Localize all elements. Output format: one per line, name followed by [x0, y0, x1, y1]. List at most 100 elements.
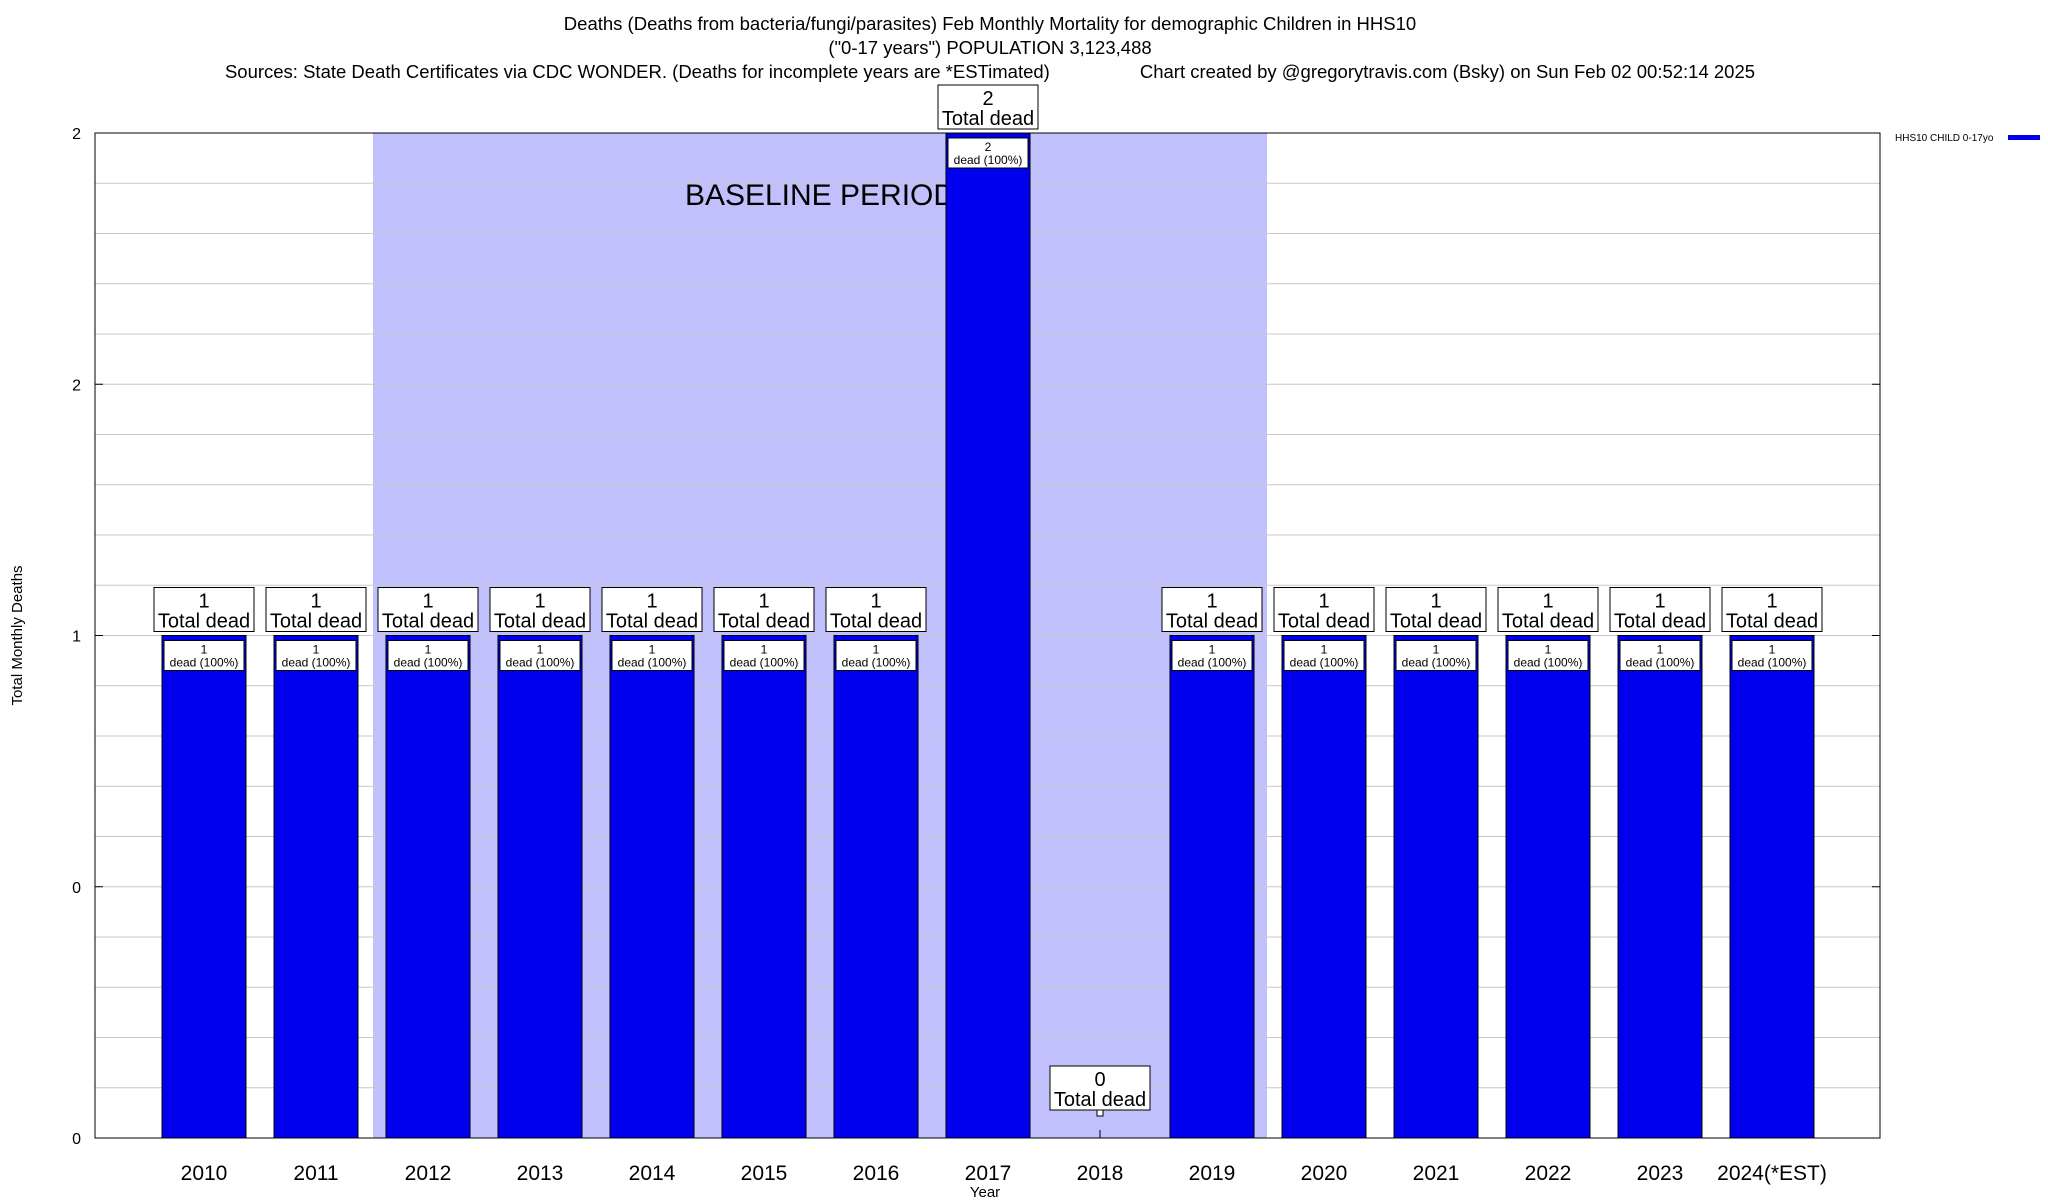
bar-inner-label-box	[1171, 640, 1253, 671]
bar	[497, 635, 583, 1139]
bar	[1617, 635, 1703, 1139]
bar-total-label: Total dead	[1502, 611, 1594, 633]
legend-label: HHS10 CHILD 0-17yo	[1895, 133, 1994, 144]
bar	[945, 132, 1031, 1139]
x-tick-label: 2019	[1189, 1162, 1236, 1185]
bar-inner-pct: dead (100%)	[1290, 656, 1359, 670]
bar-inner-value: 1	[425, 643, 432, 657]
bar-inner-label-box	[1283, 640, 1365, 671]
bar-inner-pct: dead (100%)	[170, 656, 239, 670]
bar	[1281, 635, 1367, 1139]
x-tick-label: 2012	[405, 1162, 452, 1185]
bar-inner-pct: dead (100%)	[1738, 656, 1807, 670]
bar-total-label-box	[1273, 587, 1375, 632]
x-tick-label: 2011	[293, 1162, 338, 1185]
bar-total-label-box	[1721, 587, 1823, 632]
baseline-period-label: BASELINE PERIOD	[685, 179, 955, 212]
bar-total-value: 1	[534, 591, 545, 613]
x-tick-label: 2023	[1637, 1162, 1684, 1185]
x-axis-title: Year	[970, 1184, 1000, 1200]
bar-total-value: 1	[1206, 591, 1217, 613]
y-tick-label: 2	[72, 377, 81, 394]
bar-total-label: Total dead	[1054, 1089, 1146, 1111]
bar-total-label: Total dead	[942, 108, 1034, 130]
bar-total-value: 0	[1094, 1069, 1105, 1091]
chart-credit: Chart created by @gregorytravis.com (Bsk…	[1139, 61, 1756, 82]
x-tick-label: 2016	[853, 1162, 900, 1185]
bar-total-label-box	[825, 587, 927, 632]
x-tick-label: 2015	[741, 1162, 788, 1185]
bar-inner-pct: dead (100%)	[282, 656, 351, 670]
bar-total-label-box	[1049, 1065, 1151, 1111]
bar-inner-value: 1	[873, 643, 880, 657]
bar-inner-label-box	[163, 640, 245, 671]
x-tick-label: 2021	[1413, 1162, 1460, 1185]
bar-inner-pct: dead (100%)	[394, 656, 463, 670]
bar-inner-label-box	[947, 137, 1029, 169]
bar-inner-value: 1	[649, 643, 656, 657]
bar-inner-pct: dead (100%)	[1626, 656, 1695, 670]
bar-inner-label-box	[723, 640, 805, 671]
bar-inner-label-box	[387, 640, 469, 671]
bar-total-label-box	[1497, 587, 1599, 632]
bar	[721, 635, 807, 1139]
bar-total-label-box	[1161, 587, 1263, 632]
chart-sources-line: Sources: State Death Certificates via CD…	[0, 60, 1980, 84]
bar-total-label-box	[1385, 587, 1487, 632]
bar-total-label: Total dead	[606, 611, 698, 633]
bar-inner-pct: dead (100%)	[1402, 656, 1471, 670]
bar-inner-label-box	[1395, 640, 1477, 671]
bar-total-value: 1	[422, 591, 433, 613]
bar-total-label: Total dead	[1166, 611, 1258, 633]
y-tick-label: 2	[72, 126, 81, 143]
bar-total-value: 1	[1430, 591, 1441, 613]
bar-inner-label-box	[1507, 640, 1589, 671]
bar-inner-value: 1	[1657, 643, 1664, 657]
bar-total-label-box	[153, 587, 255, 632]
bar-total-label-box	[713, 587, 815, 632]
y-tick-label: 0	[72, 880, 81, 897]
bar-total-value: 1	[758, 591, 769, 613]
bar-inner-pct: dead (100%)	[954, 153, 1023, 167]
bar-inner-label-box	[611, 640, 693, 671]
chart-title: Deaths (Deaths from bacteria/fungi/paras…	[563, 13, 1417, 34]
bar-total-label: Total dead	[1614, 611, 1706, 633]
bar-total-label: Total dead	[1390, 611, 1482, 633]
x-tick-label: 2020	[1301, 1162, 1348, 1185]
bar	[273, 635, 359, 1139]
x-tick-label: 2017	[965, 1162, 1012, 1185]
legend-swatch	[2008, 135, 2040, 140]
bar	[609, 635, 695, 1139]
bar-total-label-box	[937, 84, 1039, 130]
bar-inner-pct: dead (100%)	[506, 656, 575, 670]
bar-total-value: 1	[870, 591, 881, 613]
x-tick-label: 2024(*EST)	[1717, 1162, 1827, 1185]
bar-total-label-box	[601, 587, 703, 632]
x-tick-label: 2014	[629, 1162, 676, 1185]
y-axis-title: Total Monthly Deaths	[9, 565, 26, 705]
bar-inner-value: 1	[1209, 643, 1216, 657]
bar	[385, 635, 471, 1139]
bar-inner-pct: dead (100%)	[1514, 656, 1583, 670]
bar	[1393, 635, 1479, 1139]
bar-total-label-box	[489, 587, 591, 632]
bar-inner-value: 2	[985, 140, 992, 154]
bar	[161, 635, 247, 1139]
bar-inner-label-box	[835, 640, 917, 671]
bar-inner-label-box	[1619, 640, 1701, 671]
bar-inner-label-box	[1731, 640, 1813, 671]
bar-total-label: Total dead	[1278, 611, 1370, 633]
bar-total-label-box	[265, 587, 367, 632]
chart-title-block: Deaths (Deaths from bacteria/fungi/paras…	[0, 12, 1980, 84]
x-tick-label: 2022	[1525, 1162, 1572, 1185]
bar-total-label: Total dead	[718, 611, 810, 633]
bar-inner-value: 1	[761, 643, 768, 657]
bar-total-value: 1	[1766, 591, 1777, 613]
bar-total-label-box	[1609, 587, 1711, 632]
bar-total-label: Total dead	[270, 611, 362, 633]
bar-total-label: Total dead	[494, 611, 586, 633]
bar-total-value: 1	[646, 591, 657, 613]
bar-total-value: 1	[198, 591, 209, 613]
bar-inner-value: 1	[1321, 643, 1328, 657]
bar	[833, 635, 919, 1139]
